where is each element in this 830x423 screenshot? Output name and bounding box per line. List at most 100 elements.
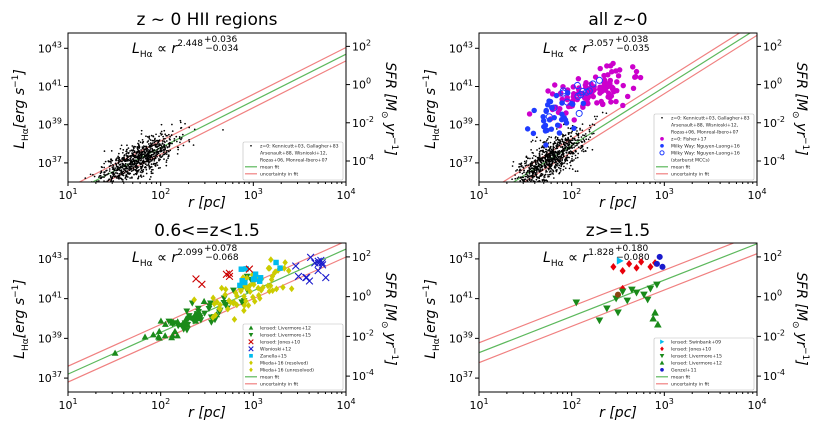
data-point bbox=[536, 159, 539, 161]
data-point bbox=[585, 87, 593, 95]
data-point bbox=[113, 183, 115, 185]
data-point bbox=[136, 160, 139, 162]
data-point bbox=[141, 146, 144, 148]
data-point bbox=[84, 195, 86, 197]
data-point bbox=[156, 148, 159, 151]
legend-label: z=0: Kennicutt+03, Gallagher+83 bbox=[671, 116, 750, 122]
data-point bbox=[150, 160, 153, 162]
data-point bbox=[122, 164, 124, 166]
data-point bbox=[568, 139, 571, 142]
data-point bbox=[139, 162, 142, 165]
data-point bbox=[526, 175, 528, 178]
data-point bbox=[568, 167, 571, 170]
data-point bbox=[552, 144, 555, 146]
tick-label: 101 bbox=[469, 187, 488, 202]
data-point bbox=[496, 198, 498, 200]
data-point bbox=[225, 305, 231, 313]
data-point bbox=[521, 172, 524, 175]
data-point bbox=[526, 190, 528, 192]
x-axis-label: r [pc] bbox=[188, 195, 226, 211]
data-point bbox=[595, 76, 603, 84]
data-point bbox=[150, 153, 153, 156]
data-point bbox=[532, 171, 534, 173]
tick-label: 10-2 bbox=[352, 115, 374, 130]
data-point bbox=[159, 148, 162, 150]
data-point bbox=[563, 134, 566, 137]
data-point bbox=[597, 65, 603, 72]
scatter-series bbox=[191, 256, 295, 323]
data-point bbox=[573, 146, 575, 149]
data-point bbox=[159, 166, 161, 169]
data-point bbox=[124, 177, 127, 179]
data-point bbox=[583, 139, 586, 142]
data-point bbox=[539, 167, 542, 169]
data-point bbox=[167, 142, 170, 145]
data-point bbox=[588, 128, 591, 131]
legend-label: lensed: Livermore+12 bbox=[260, 326, 311, 332]
data-point bbox=[238, 266, 245, 272]
data-point bbox=[103, 150, 106, 152]
tick-label: 101 bbox=[58, 187, 77, 202]
data-point bbox=[531, 151, 534, 154]
data-point bbox=[159, 132, 162, 135]
data-point bbox=[137, 166, 139, 169]
data-point bbox=[128, 165, 131, 168]
tick-label: 1043 bbox=[449, 40, 473, 55]
tick-label: 1039 bbox=[38, 330, 62, 345]
panel-title: z ~ 0 HII regions bbox=[136, 10, 277, 30]
data-point bbox=[536, 165, 539, 168]
data-point bbox=[506, 203, 508, 205]
data-point bbox=[522, 166, 524, 169]
data-point bbox=[574, 154, 577, 157]
data-point bbox=[154, 156, 157, 159]
data-point bbox=[582, 138, 585, 141]
data-point bbox=[178, 137, 181, 140]
data-point bbox=[147, 143, 150, 145]
data-point bbox=[127, 147, 130, 149]
data-point bbox=[227, 298, 234, 306]
data-point bbox=[150, 163, 153, 165]
data-point bbox=[84, 177, 87, 179]
data-point bbox=[570, 142, 573, 145]
data-point bbox=[501, 197, 503, 199]
data-point bbox=[95, 185, 97, 187]
data-point bbox=[109, 160, 111, 163]
data-point bbox=[559, 146, 562, 148]
tick-label: 102 bbox=[151, 187, 170, 202]
data-point bbox=[110, 179, 113, 182]
data-point bbox=[566, 162, 569, 165]
data-point bbox=[521, 185, 523, 187]
data-point bbox=[501, 189, 503, 191]
data-point bbox=[171, 130, 174, 132]
data-point bbox=[133, 159, 135, 162]
data-point bbox=[153, 152, 156, 155]
data-point bbox=[269, 272, 276, 280]
data-point bbox=[632, 289, 641, 297]
data-point bbox=[134, 172, 137, 175]
data-point bbox=[160, 145, 163, 148]
data-point bbox=[571, 147, 573, 150]
data-point bbox=[117, 182, 119, 184]
data-point bbox=[502, 196, 504, 198]
data-point bbox=[243, 266, 249, 272]
data-point bbox=[538, 177, 541, 180]
data-point bbox=[125, 174, 128, 177]
y2-axis-label: SFR [M⊙ yr−1] bbox=[790, 62, 810, 155]
data-point bbox=[245, 301, 252, 309]
data-point bbox=[146, 153, 148, 156]
data-point bbox=[161, 147, 163, 149]
tick-label: 101 bbox=[58, 397, 77, 412]
data-point bbox=[530, 187, 532, 189]
data-point bbox=[120, 144, 123, 147]
data-point bbox=[569, 152, 572, 155]
data-point bbox=[548, 126, 555, 132]
data-point bbox=[137, 175, 140, 178]
data-point bbox=[154, 140, 157, 143]
data-point bbox=[160, 123, 163, 126]
data-point bbox=[155, 146, 158, 148]
legend-box bbox=[242, 323, 344, 391]
data-point bbox=[609, 69, 615, 75]
data-point bbox=[526, 170, 529, 173]
data-point bbox=[561, 154, 563, 156]
data-point bbox=[519, 189, 521, 191]
